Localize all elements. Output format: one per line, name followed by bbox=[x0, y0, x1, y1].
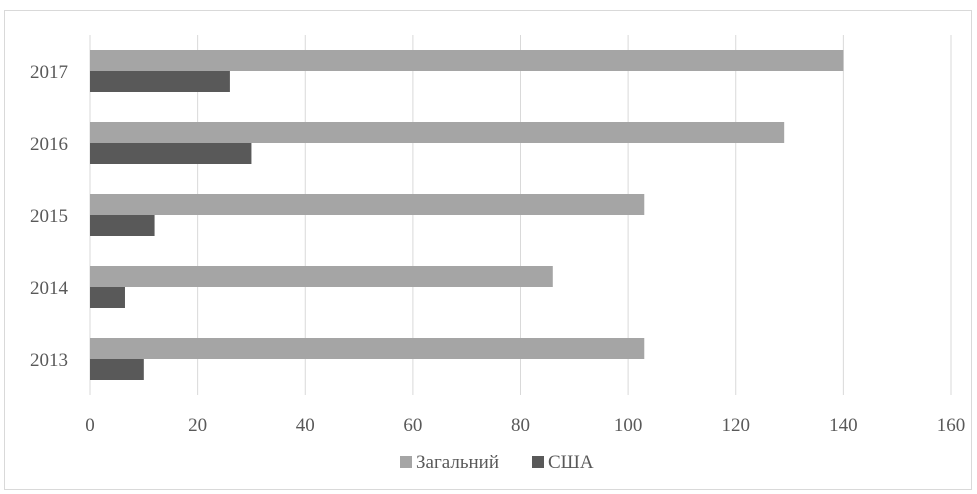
x-tick-label: 40 bbox=[296, 415, 315, 436]
x-tick-label: 20 bbox=[188, 415, 207, 436]
x-tick-label: 120 bbox=[722, 415, 751, 436]
bar-2016-series-1 bbox=[90, 143, 252, 164]
bar-2015-series-1 bbox=[90, 215, 155, 236]
bar-2015-series-0 bbox=[90, 194, 645, 215]
x-tick-label: 140 bbox=[829, 415, 858, 436]
bars bbox=[90, 50, 844, 380]
bar-2013-series-0 bbox=[90, 338, 645, 359]
y-tick-label: 2014 bbox=[30, 278, 69, 299]
bar-2017-series-0 bbox=[90, 50, 844, 71]
category-axis: 2013 2014 2015 2016 2017 bbox=[30, 62, 69, 371]
y-tick-label: 2015 bbox=[30, 206, 68, 227]
x-tick-label: 160 bbox=[937, 415, 966, 436]
bar-2013-series-1 bbox=[90, 359, 144, 380]
x-tick-label: 60 bbox=[403, 415, 422, 436]
y-tick-label: 2016 bbox=[30, 134, 68, 155]
y-tick-label: 2017 bbox=[30, 62, 68, 83]
value-axis: 0 20 40 60 80 100 120 140 160 bbox=[85, 415, 965, 436]
legend-label: Загальний bbox=[416, 452, 499, 473]
legend-swatch bbox=[532, 456, 544, 468]
bar-2014-series-0 bbox=[90, 266, 553, 287]
x-tick-label: 80 bbox=[511, 415, 530, 436]
legend-swatch bbox=[400, 456, 412, 468]
x-tick-label: 100 bbox=[614, 415, 643, 436]
bar-2016-series-0 bbox=[90, 122, 785, 143]
y-tick-label: 2013 bbox=[30, 350, 68, 371]
legend: Загальний США bbox=[400, 452, 594, 473]
legend-label: США bbox=[548, 452, 594, 473]
x-tick-label: 0 bbox=[85, 415, 95, 436]
bar-2017-series-1 bbox=[90, 71, 230, 92]
bar-2014-series-1 bbox=[90, 287, 125, 308]
